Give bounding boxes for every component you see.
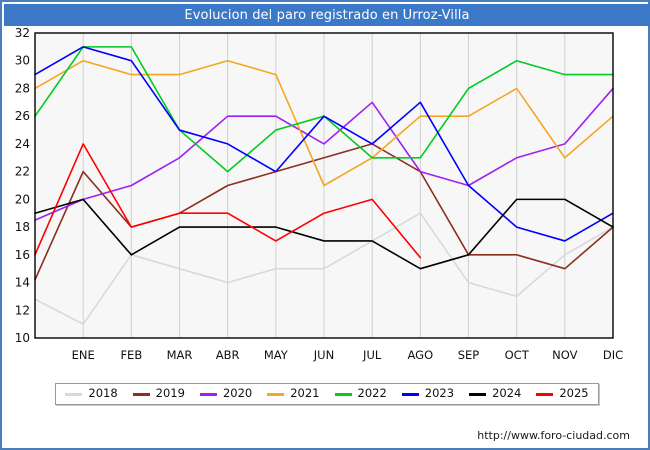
series-line-2021 bbox=[34, 59, 614, 187]
y-tick-label: 30 bbox=[15, 54, 30, 68]
legend-item-label: 2019 bbox=[155, 386, 185, 401]
legend-swatch-icon bbox=[199, 392, 217, 396]
page-title: Evolucion del paro registrado en Urroz-V… bbox=[184, 7, 470, 23]
y-tick-label: 18 bbox=[15, 220, 30, 234]
legend-swatch-icon bbox=[469, 392, 487, 396]
x-tick-label: NOV bbox=[552, 348, 577, 362]
legend-item-2021[interactable]: 2021 bbox=[267, 386, 320, 401]
y-tick-label: 32 bbox=[15, 26, 30, 40]
y-tick-label: 12 bbox=[15, 303, 30, 317]
legend-swatch-icon bbox=[401, 392, 419, 396]
legend-item-2018[interactable]: 2018 bbox=[65, 386, 118, 401]
legend-item-label: 2022 bbox=[357, 386, 387, 401]
plot-border bbox=[34, 32, 614, 339]
chart-plot-area: 10 12 14 16 18 20 22 24 26 28 30 32 ENE FEB MAR ABR MAY… bbox=[4, 26, 650, 372]
legend-swatch-icon bbox=[65, 392, 83, 396]
x-tick-label: MAY bbox=[264, 348, 289, 362]
y-axis-tick-labels: 10 12 14 16 18 20 22 24 26 28 30 32 bbox=[15, 26, 30, 345]
line-chart-svg: 10 12 14 16 18 20 22 24 26 28 30 32 ENE FEB MAR ABR MAY… bbox=[15, 26, 624, 362]
legend-item-label: 2020 bbox=[222, 386, 253, 401]
legend-item-2023[interactable]: 2023 bbox=[401, 386, 455, 401]
x-tick-label: MAR bbox=[167, 348, 193, 362]
x-tick-label: JUN bbox=[313, 348, 334, 362]
legend-item-label: 2025 bbox=[559, 386, 589, 401]
series-line-2025 bbox=[34, 143, 422, 259]
y-tick-label: 22 bbox=[15, 165, 30, 179]
x-tick-label: OCT bbox=[505, 348, 530, 362]
legend-item-2019[interactable]: 2019 bbox=[132, 386, 185, 401]
window-title-bar: Evolucion del paro registrado en Urroz-V… bbox=[4, 4, 650, 26]
legend-swatch-icon bbox=[536, 392, 554, 396]
legend-container: 2018 2019 2020 2021 2022 2023 2024 2025 bbox=[2, 376, 650, 412]
x-tick-label: JUL bbox=[362, 348, 382, 362]
plot-frame-border bbox=[34, 32, 614, 339]
x-tick-label: AGO bbox=[408, 348, 434, 362]
source-url: http://www.foro-ciudad.com bbox=[477, 428, 630, 442]
x-tick-label: SEP bbox=[458, 348, 480, 362]
legend-item-label: 2018 bbox=[88, 386, 118, 401]
legend-item-2020[interactable]: 2020 bbox=[199, 386, 253, 401]
x-tick-label: ABR bbox=[216, 348, 240, 362]
legend-swatch-icon bbox=[334, 392, 352, 396]
legend-swatch-icon bbox=[267, 392, 285, 396]
data-series-lines bbox=[34, 46, 614, 325]
series-line-2024 bbox=[34, 198, 614, 270]
y-tick-label: 26 bbox=[15, 109, 30, 123]
x-tick-label: FEB bbox=[120, 348, 142, 362]
series-line-2023 bbox=[34, 46, 614, 242]
footer: http://www.foro-ciudad.com bbox=[2, 422, 650, 448]
y-tick-label: 10 bbox=[15, 331, 30, 345]
x-tick-label: ENE bbox=[72, 348, 95, 362]
y-tick-label: 16 bbox=[15, 248, 30, 262]
y-tick-label: 14 bbox=[15, 276, 30, 290]
legend-item-2022[interactable]: 2022 bbox=[334, 386, 387, 401]
legend-item-2024[interactable]: 2024 bbox=[469, 388, 521, 400]
y-tick-label: 24 bbox=[15, 137, 30, 151]
y-tick-label: 28 bbox=[15, 81, 30, 95]
y-tick-label: 20 bbox=[15, 192, 30, 206]
legend: 2018 2019 2020 2021 2022 2023 2024 2025 bbox=[55, 383, 599, 405]
series-line-2020 bbox=[34, 87, 614, 221]
x-axis-tick-labels: ENE FEB MAR ABR MAY JUN JUL AGO SEP OCT NOV DIC bbox=[72, 348, 624, 362]
legend-item-label: 2023 bbox=[424, 386, 455, 401]
legend-swatch-icon bbox=[132, 392, 150, 396]
x-tick-label: DIC bbox=[603, 348, 623, 362]
legend-item-label: 2024 bbox=[492, 386, 522, 401]
legend-item-2025[interactable]: 2025 bbox=[536, 386, 589, 401]
legend-item-label: 2021 bbox=[290, 386, 320, 401]
